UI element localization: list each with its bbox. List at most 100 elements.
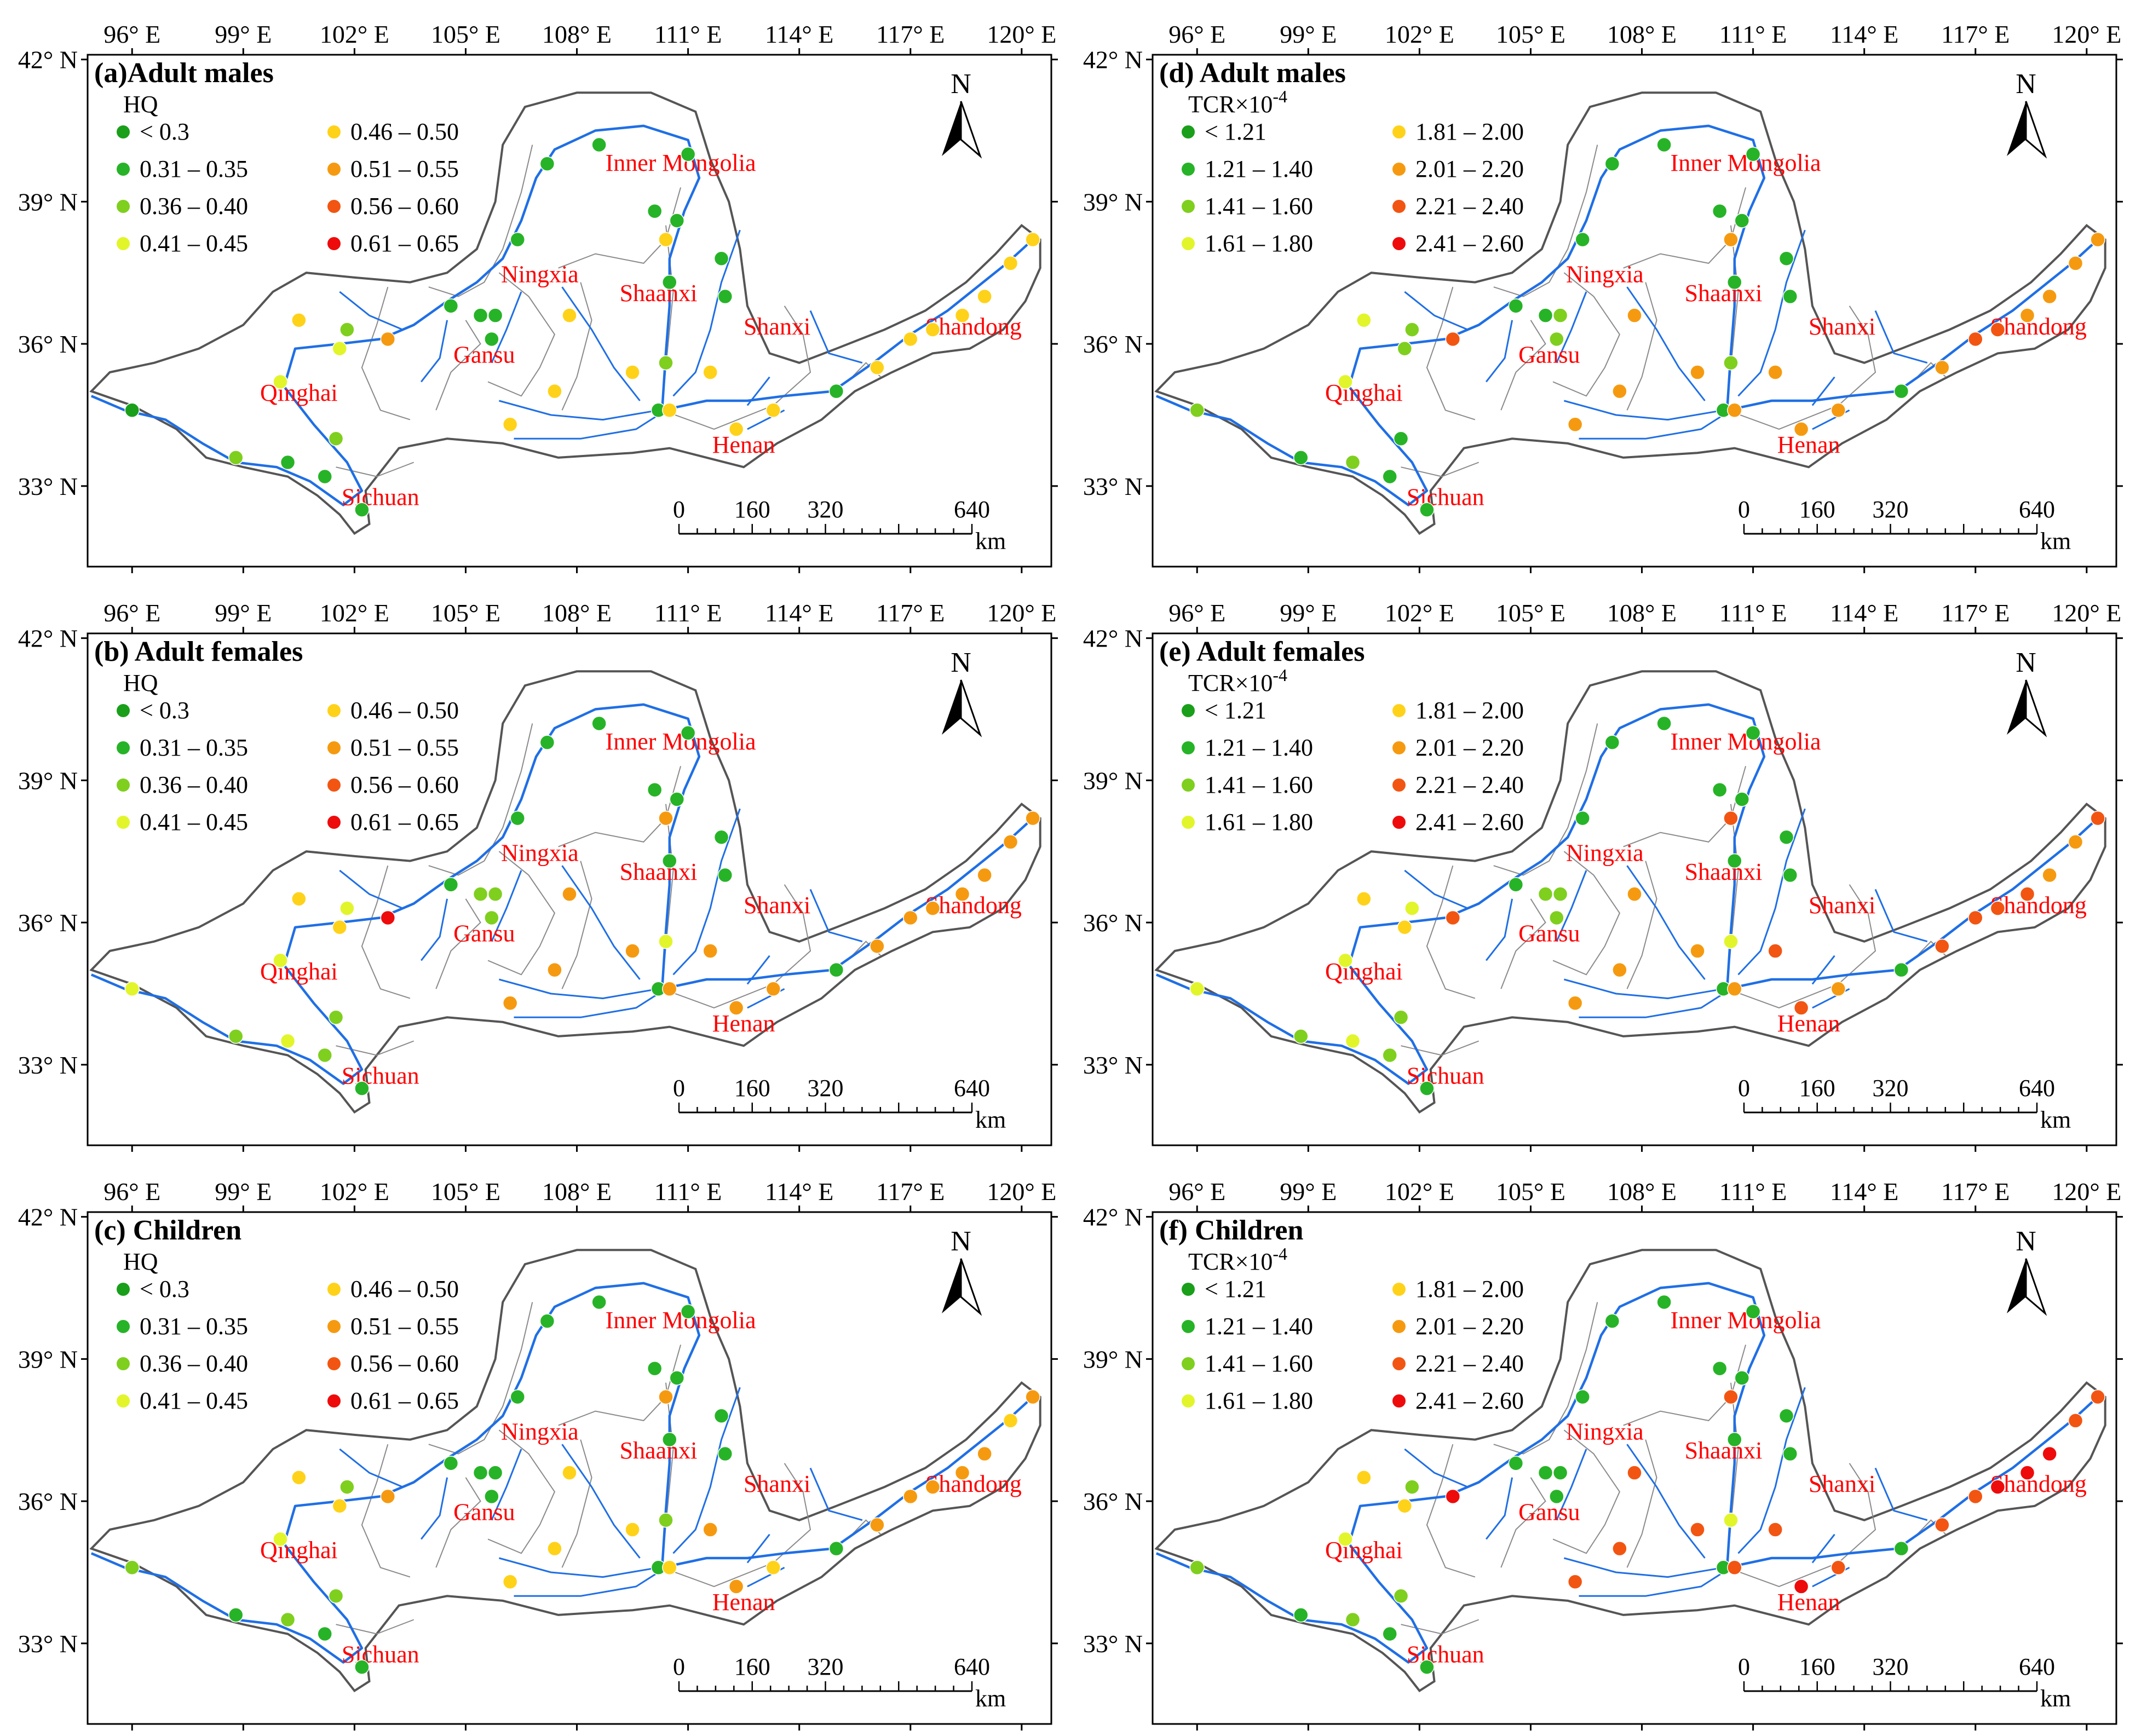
- lon-tick-label: 102° E: [1385, 1178, 1454, 1206]
- panel-title: (f) Children: [1159, 1215, 1303, 1246]
- river-tributary: [339, 291, 403, 331]
- sampling-site-marker: [713, 251, 729, 267]
- sampling-site-marker: [1003, 256, 1018, 271]
- sampling-site-marker: [658, 1512, 673, 1528]
- sampling-site-marker: [1345, 1033, 1361, 1049]
- legend-label: 1.41 – 1.60: [1205, 771, 1313, 798]
- sampling-site-marker: [228, 1029, 244, 1044]
- scale-bar-label: 640: [954, 1075, 990, 1101]
- sampling-site-marker: [1893, 383, 1909, 399]
- sampling-site-marker: [1778, 251, 1794, 267]
- river-tributary: [499, 400, 659, 421]
- legend-label: 2.01 – 2.20: [1415, 1313, 1524, 1340]
- scale-bar-label: 160: [734, 1653, 770, 1680]
- lon-tick-label: 117° E: [876, 20, 945, 48]
- legend-label: < 1.21: [1205, 1276, 1267, 1302]
- lon-tick-label: 117° E: [1941, 20, 2010, 48]
- river-tributary: [561, 286, 641, 401]
- lon-tick-label: 105° E: [1496, 20, 1565, 48]
- sampling-site-marker: [1567, 995, 1583, 1011]
- river-tributary: [1579, 988, 1731, 1018]
- lon-tick-label: 105° E: [431, 1178, 500, 1206]
- scale-bar: 0 160 320 640 km: [1738, 496, 2071, 555]
- province-boundary: [487, 851, 556, 976]
- legend-label: 1.41 – 1.60: [1205, 1350, 1313, 1377]
- scale-bar-label: 0: [673, 1653, 685, 1680]
- sampling-site-marker: [1345, 1612, 1361, 1628]
- sampling-site-marker: [1397, 1498, 1413, 1514]
- lon-tick-label: 117° E: [876, 599, 945, 627]
- province-label: Shandong: [1990, 892, 2087, 919]
- sampling-site-marker: [473, 308, 488, 323]
- sampling-site-marker: [591, 1294, 607, 1310]
- lon-tick-label: 111° E: [1719, 20, 1787, 48]
- province-label: Shandong: [1990, 313, 2087, 340]
- legend-label: 1.81 – 2.00: [1415, 1276, 1524, 1302]
- sampling-site-marker: [484, 331, 499, 347]
- sampling-site-marker: [658, 232, 673, 247]
- lat-tick-label: 42° N: [18, 46, 78, 74]
- province-label: Shanxi: [744, 892, 810, 919]
- lat-tick-label: 36° N: [1083, 909, 1143, 937]
- province-boundary: [361, 865, 411, 999]
- river-tributary: [1811, 1533, 1835, 1564]
- sampling-site-marker: [1549, 910, 1564, 926]
- province-label: Shanxi: [1809, 892, 1875, 919]
- sampling-site-marker: [1782, 1446, 1798, 1462]
- sampling-site-marker: [1612, 962, 1627, 978]
- scale-bar-label: 640: [2019, 496, 2055, 523]
- lat-tick-label: 36° N: [18, 909, 78, 937]
- province-label: Gansu: [1518, 1499, 1580, 1526]
- scale-bar-label: 160: [1799, 496, 1835, 523]
- province-boundary: [1426, 286, 1476, 420]
- lon-tick-label: 111° E: [654, 20, 722, 48]
- sampling-site-marker: [1627, 886, 1642, 902]
- sampling-site-marker: [1404, 1479, 1420, 1495]
- sampling-site-marker: [1656, 716, 1672, 731]
- province-boundary: [561, 861, 592, 989]
- legend: TCR×10-4< 1.211.21 – 1.401.41 – 1.601.61…: [1182, 86, 1524, 257]
- lon-tick-label: 108° E: [542, 1178, 612, 1206]
- scale-bar-label: 0: [1738, 1075, 1750, 1101]
- sampling-site-marker: [903, 1489, 918, 1504]
- province-label: Qinghai: [260, 379, 338, 406]
- sampling-site-marker: [354, 1659, 370, 1675]
- lon-tick-label: 120° E: [987, 20, 1056, 48]
- province-boundary: [661, 305, 811, 430]
- sampling-site-marker: [1745, 1304, 1761, 1319]
- lon-tick-label: 99° E: [1280, 20, 1337, 48]
- scale-bar-label: 0: [1738, 1653, 1750, 1680]
- river-tributary: [672, 229, 741, 397]
- north-arrow: N: [2007, 68, 2047, 159]
- sampling-site-marker: [280, 1033, 296, 1049]
- sampling-site-marker: [1768, 943, 1783, 959]
- province-label: Sichuan: [1407, 1062, 1484, 1089]
- sampling-site-marker: [662, 853, 677, 869]
- province-label: Shaanxi: [1685, 858, 1763, 885]
- scale-bar-unit: km: [975, 1106, 1006, 1133]
- sampling-site-marker: [1538, 308, 1553, 323]
- scale-bar-label: 160: [734, 1075, 770, 1101]
- legend-swatch: [327, 237, 341, 250]
- lon-tick-label: 117° E: [1941, 1178, 2010, 1206]
- legend-title-exponent: -4: [1273, 665, 1287, 685]
- province-label: Shaanxi: [1685, 1437, 1763, 1464]
- province-label: Qinghai: [1325, 958, 1403, 985]
- legend-swatch: [1182, 163, 1195, 176]
- legend-label: 1.21 – 1.40: [1205, 734, 1313, 761]
- sampling-site-marker: [1549, 1489, 1564, 1504]
- sampling-site-marker: [1712, 203, 1728, 219]
- province-label: Gansu: [1518, 342, 1580, 368]
- river-tributary: [1486, 898, 1513, 961]
- sampling-site-marker: [2068, 834, 2083, 850]
- sampling-site-marker: [473, 886, 488, 902]
- lon-tick-label: 117° E: [1941, 599, 2010, 627]
- scale-bar-label: 0: [673, 1075, 685, 1101]
- sampling-site-marker: [713, 829, 729, 845]
- lat-tick-label: 39° N: [1083, 188, 1143, 216]
- sampling-site-marker: [487, 308, 503, 323]
- legend-swatch: [117, 778, 130, 792]
